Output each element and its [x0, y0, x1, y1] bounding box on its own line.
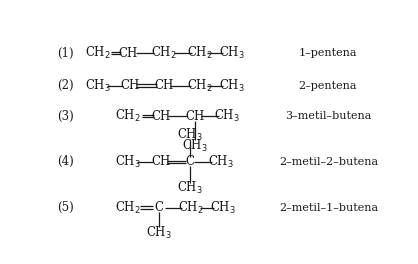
Text: CH$_{2}$: CH$_{2}$ — [151, 45, 177, 61]
Text: CH$_{2}$: CH$_{2}$ — [187, 45, 212, 61]
Text: 1–pentena: 1–pentena — [298, 48, 357, 58]
Text: 2–metil–1–butena: 2–metil–1–butena — [279, 202, 378, 213]
Text: 2–pentena: 2–pentena — [298, 81, 357, 91]
Text: CH$_{3}$: CH$_{3}$ — [208, 154, 234, 170]
Text: CH$_{3}$: CH$_{3}$ — [146, 225, 172, 241]
Text: 2–metil–2–butena: 2–metil–2–butena — [279, 157, 378, 167]
Text: (3): (3) — [57, 110, 74, 122]
Text: CH$_{3}$: CH$_{3}$ — [177, 180, 203, 196]
Text: CH$_{3}$: CH$_{3}$ — [115, 154, 141, 170]
Text: CH$_{3}$: CH$_{3}$ — [214, 108, 240, 124]
Text: CH: CH — [120, 79, 140, 92]
Text: (4): (4) — [57, 155, 74, 168]
Text: C: C — [155, 201, 164, 214]
Text: CH$_{2}$: CH$_{2}$ — [115, 200, 141, 216]
Text: CH: CH — [185, 110, 204, 122]
Text: (5): (5) — [57, 201, 74, 214]
Text: 3–metil–butena: 3–metil–butena — [285, 111, 372, 121]
Text: CH: CH — [151, 155, 171, 168]
Text: CH$_{3}$: CH$_{3}$ — [182, 138, 208, 154]
Text: C: C — [186, 155, 194, 168]
Text: CH$_{2}$: CH$_{2}$ — [178, 200, 204, 216]
Text: CH$_{2}$: CH$_{2}$ — [115, 108, 141, 124]
Text: CH$_{3}$: CH$_{3}$ — [219, 78, 245, 94]
Text: CH: CH — [119, 46, 138, 59]
Text: CH$_{3}$: CH$_{3}$ — [85, 78, 110, 94]
Text: CH$_{2}$: CH$_{2}$ — [187, 78, 212, 94]
Text: CH$_{3}$: CH$_{3}$ — [210, 200, 236, 216]
Text: CH$_{3}$: CH$_{3}$ — [177, 127, 203, 143]
Text: (1): (1) — [57, 46, 74, 59]
Text: CH$_{2}$: CH$_{2}$ — [85, 45, 110, 61]
Text: (2): (2) — [57, 79, 74, 92]
Text: CH$_{3}$: CH$_{3}$ — [219, 45, 245, 61]
Text: CH: CH — [151, 110, 171, 122]
Text: CH: CH — [154, 79, 173, 92]
